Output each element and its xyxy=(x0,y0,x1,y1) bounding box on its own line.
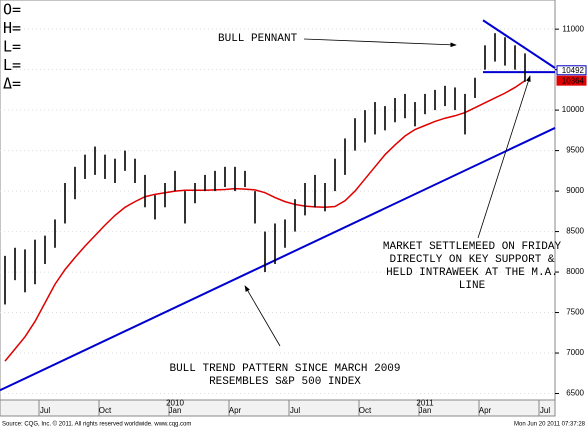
footer-timestamp: Mon Jun 20 2011 07:37:28 xyxy=(514,422,586,428)
y-tick-label: 8000 xyxy=(566,267,584,276)
annotation: LINE xyxy=(459,280,486,292)
annotation: HELD INTRAWEEK AT THE M.A. xyxy=(386,267,558,279)
x-tick-label: Apr xyxy=(229,406,242,415)
annotation: MARKET SETTLEMEED ON FRIDAY xyxy=(383,241,562,253)
x-tick-label: Oct xyxy=(359,406,372,415)
readout-label: O= xyxy=(3,1,21,19)
chart-layer: 6500700075008000850090009500100001050011… xyxy=(0,1,587,416)
readout-label: L= xyxy=(3,56,21,74)
y-tick-label: 8500 xyxy=(566,227,584,236)
x-year-label: 2011 xyxy=(416,399,434,408)
x-tick-label: Jul xyxy=(290,406,300,415)
x-axis-strip xyxy=(0,399,556,417)
trend-line xyxy=(482,19,556,69)
x-tick-label: Jul xyxy=(40,406,50,415)
annotation: BULL PENNANT xyxy=(218,33,298,45)
price-box xyxy=(556,75,587,86)
y-tick-label: 6500 xyxy=(566,389,584,398)
annotation: RESEMBLES S&P 500 INDEX xyxy=(209,376,361,388)
x-tick-label: Jan xyxy=(169,406,182,415)
arrow xyxy=(477,75,531,239)
y-tick-label: 9500 xyxy=(566,146,584,155)
y-tick-label: 9000 xyxy=(566,186,584,195)
footer-source: Source: CQG, Inc. © 2011. All rights res… xyxy=(2,421,191,428)
trend-line xyxy=(0,127,556,392)
y-tick-label: 11000 xyxy=(562,24,584,33)
arrow xyxy=(244,285,281,347)
y-tick-label: 7000 xyxy=(566,348,584,357)
x-tick-label: Jan xyxy=(419,406,432,415)
readout-label: L= xyxy=(3,38,21,56)
arrow xyxy=(303,38,457,48)
readout-label: Δ= xyxy=(3,75,21,93)
price-box-label: 10492 xyxy=(562,66,585,75)
annotation: DIRECTLY ON KEY SUPPORT & xyxy=(389,254,554,266)
x-year-label: 2010 xyxy=(166,399,184,408)
price-box-label: 10364 xyxy=(562,76,585,85)
annotation: BULL TREND PATTERN SINCE MARCH 2009 xyxy=(169,363,400,375)
x-tick-label: Apr xyxy=(479,406,492,415)
readout-label: H= xyxy=(3,19,21,37)
y-tick-label: 10000 xyxy=(562,105,585,114)
price-box xyxy=(556,65,587,76)
x-tick-label: Jul xyxy=(540,406,550,415)
plot-area xyxy=(0,0,556,401)
moving-average xyxy=(4,80,526,362)
y-tick-label: 7500 xyxy=(566,308,584,317)
x-tick-label: Oct xyxy=(99,406,112,415)
